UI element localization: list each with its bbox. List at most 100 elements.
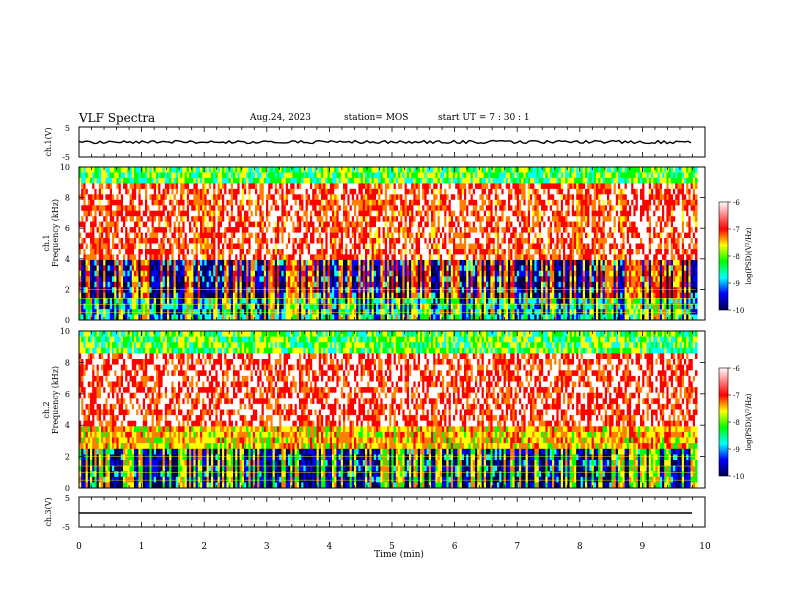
spectrogram-cell	[219, 188, 223, 195]
spectrogram-cell	[371, 254, 375, 261]
spectrogram-cell	[140, 227, 144, 233]
spectrogram-cell	[442, 259, 445, 266]
spectrogram-cell	[153, 172, 157, 179]
spectrogram-cell	[290, 287, 293, 294]
spectrogram-cell	[215, 221, 218, 228]
spectrogram-cell	[101, 188, 104, 195]
spectrogram-cell	[283, 227, 287, 233]
spectrogram-cell	[406, 276, 410, 283]
spectrogram-cell	[79, 188, 82, 195]
spectrogram-cell	[171, 243, 174, 250]
spectrogram-cell	[367, 210, 370, 217]
spectrogram-cell	[219, 238, 223, 244]
spectrogram-cell	[160, 188, 163, 195]
spectrogram-cell	[145, 188, 148, 195]
spectrogram-cell	[457, 199, 460, 206]
spectrogram-cell	[296, 210, 300, 217]
spectrogram-cell	[228, 210, 232, 217]
spectrogram-cell	[160, 167, 163, 173]
spectrogram-cell	[461, 254, 465, 261]
spectrogram-cell	[189, 281, 192, 288]
spectrogram-cell	[283, 270, 287, 277]
spectrogram-cell	[424, 298, 427, 304]
spectrogram-cell	[233, 276, 236, 283]
spectrogram-cell	[131, 303, 135, 310]
spectrogram-cell	[290, 194, 293, 201]
spectrogram-cell	[94, 292, 97, 299]
spectrogram-cell	[369, 227, 372, 233]
spectrogram-cell	[268, 276, 271, 283]
spectrogram-cell	[338, 303, 342, 310]
spectrogram-cell	[318, 292, 322, 299]
spectrogram-cell	[169, 232, 172, 239]
spectrogram-cell	[448, 276, 452, 283]
spectrogram-cell	[347, 281, 350, 288]
spectrogram-cell	[380, 210, 383, 217]
spectrogram-cell	[184, 183, 188, 190]
spectrogram-cell	[413, 194, 416, 201]
spectrogram-cell	[314, 232, 317, 239]
spectrogram-cell	[138, 243, 141, 250]
spectrogram-cell	[435, 281, 438, 288]
spectrogram-cell	[156, 183, 159, 190]
spectrogram-cell	[466, 172, 469, 179]
spectrogram-cell	[272, 210, 276, 217]
spectrogram-cell	[415, 270, 419, 277]
spectrogram-cell	[85, 276, 89, 283]
spectrogram-cell	[230, 249, 234, 255]
spectrogram-cell	[448, 167, 452, 173]
spectrogram-cell	[105, 309, 108, 315]
spectrogram-cell	[402, 259, 405, 266]
spectrogram-cell	[125, 167, 128, 173]
spectrogram-cell	[228, 167, 232, 173]
spectrogram-cell	[422, 188, 425, 195]
spectrogram-cell	[101, 249, 104, 255]
spectrogram-cell	[360, 314, 364, 321]
spectrogram-cell	[459, 292, 463, 299]
spectrogram-cell	[349, 281, 353, 288]
spectrogram-cell	[175, 205, 179, 212]
spectrogram-cell	[301, 210, 304, 217]
spectrogram-cell	[395, 276, 399, 283]
spectrogram-cell	[94, 188, 97, 195]
spectrogram-cell	[301, 314, 304, 321]
spectrogram-cell	[327, 243, 331, 250]
spectrogram-cell	[356, 210, 359, 217]
spectrogram-cell	[459, 216, 463, 223]
spectrogram-cell	[241, 249, 245, 255]
spectrogram-cell	[448, 287, 452, 294]
spectrogram-cell	[134, 298, 137, 304]
spectrogram-cell	[406, 254, 410, 261]
spectrogram-cell	[105, 292, 108, 299]
spectrogram-cell	[252, 238, 256, 244]
spectrogram-cell	[402, 243, 405, 250]
spectrogram-cell	[112, 276, 115, 283]
spectrogram-cell	[329, 210, 333, 217]
spectrogram-cell	[167, 172, 170, 179]
spectrogram-cell	[83, 298, 86, 304]
spectrogram-cell	[442, 210, 445, 217]
spectrogram-cell	[420, 249, 423, 255]
spectrogram-cell	[433, 314, 436, 321]
spectrogram-cell	[444, 303, 447, 310]
spectrogram-cell	[171, 270, 174, 277]
spectrogram-cell	[189, 259, 192, 266]
spectrogram-cell	[136, 177, 139, 184]
spectrogram-cell	[175, 199, 179, 206]
spectrogram-cell	[228, 303, 232, 310]
spectrogram-cell	[279, 287, 282, 294]
spectrogram-cell	[208, 303, 212, 310]
spectrogram-cell	[318, 309, 322, 315]
spectrogram-cell	[94, 183, 97, 190]
spectrogram-cell	[134, 216, 137, 223]
spectrogram-cell	[206, 287, 210, 294]
spectrogram-cell	[457, 188, 460, 195]
spectrogram-cell	[285, 194, 289, 201]
spectrogram-cell	[136, 232, 139, 239]
spectrogram-cell	[367, 167, 370, 173]
spectrogram-cell	[114, 309, 117, 315]
spectrogram-cell	[118, 270, 122, 277]
spectrogram-cell	[230, 303, 234, 310]
spectrogram-cell	[202, 259, 205, 266]
spectrogram-cell	[404, 238, 408, 244]
